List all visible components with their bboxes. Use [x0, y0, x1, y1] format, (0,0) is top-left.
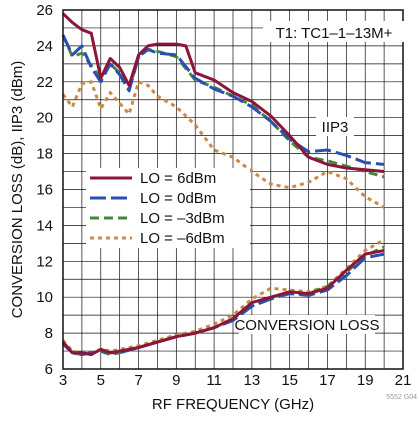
legend-label: LO = 6dBm [140, 170, 216, 187]
x-tick-label: 11 [206, 372, 222, 389]
x-tick-label: 3 [59, 372, 67, 389]
series-lines [61, 12, 385, 357]
part-label-background [263, 21, 405, 42]
y-tick-label: 20 [36, 110, 53, 127]
legend-label: LO = –6dBm [140, 230, 225, 247]
conversion-loss-label: CONVERSION LOSS [234, 317, 379, 334]
x-tick-label: 13 [244, 372, 261, 389]
y-axis-title: CONVERSION LOSS (dB), IIP3 (dBm) [9, 61, 26, 319]
legend-label: LO = 0dBm [140, 190, 216, 207]
y-tick-label: 24 [36, 38, 53, 55]
conversion-loss-label-background [239, 315, 375, 334]
x-axis-title: RF FREQUENCY (GHz) [152, 396, 314, 413]
legend: LO = 6dBm LO = 0dBm LO = –3dBm LO = –6dBm [86, 168, 250, 248]
x-tick-label: 19 [357, 372, 374, 389]
y-tick-label: 18 [36, 146, 53, 163]
y-tick-label: 16 [36, 182, 53, 199]
legend-label: LO = –3dBm [140, 210, 225, 227]
y-tick-label: 26 [36, 2, 53, 19]
y-tick-label: 10 [36, 289, 53, 306]
series-line-loss [61, 245, 385, 357]
series-line-iip3 [61, 34, 385, 166]
y-tick-label: 6 [45, 361, 53, 378]
series-line-iip3 [61, 34, 385, 179]
x-tick-label: 9 [172, 372, 180, 389]
series-line-loss [61, 249, 385, 357]
series-line-iip3 [61, 80, 385, 209]
tick-labels: 3 5 7 9 11 13 15 17 19 21 6 8 10 12 14 16 18 20 22 24 26 [36, 2, 411, 389]
y-tick-label: 12 [36, 253, 53, 270]
y-tick-label: 8 [45, 325, 53, 342]
iip3-label: IIP3 [322, 119, 349, 136]
part-label: T1: TC1–1–13M+ [276, 25, 393, 42]
legend-background [86, 168, 250, 248]
y-tick-label: 22 [36, 74, 53, 91]
series-line-iip3 [61, 12, 385, 173]
x-tick-label: 17 [319, 372, 336, 389]
y-tick-label: 14 [36, 217, 53, 234]
x-tick-label: 5 [97, 372, 105, 389]
series-line-loss [61, 238, 385, 355]
plot-frame [62, 9, 404, 370]
series-line-loss [61, 252, 385, 357]
iip3-label-background [316, 117, 354, 136]
x-tick-label: 21 [395, 372, 412, 389]
x-tick-label: 15 [281, 372, 298, 389]
figure-id: 5552 G04 [386, 394, 417, 401]
x-tick-label: 7 [134, 372, 142, 389]
